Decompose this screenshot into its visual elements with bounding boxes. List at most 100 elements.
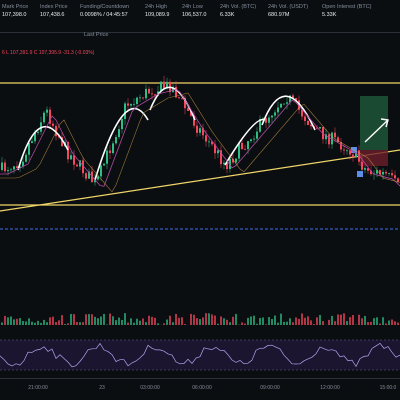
stat-label: 24h Vol. (BTC) [220,4,257,10]
candle [136,97,138,104]
volume [271,318,273,325]
candle [181,97,183,99]
volume [100,316,102,325]
candle [346,150,348,152]
candle [175,86,177,98]
candle [208,141,210,143]
candle [268,117,270,123]
candle [241,142,243,150]
volume [295,317,297,325]
candle [19,166,21,168]
volume [172,322,174,325]
candle [394,175,396,179]
volume [94,316,96,325]
candle [205,135,207,142]
volume [73,314,75,325]
price-type[interactable]: Last Price [84,32,108,38]
ohlc-readout: 6 L 107,391.9 C 107,395.9 -31.3 (-0.03%) [2,50,95,56]
candle [244,149,246,150]
volume [211,314,213,325]
candle [376,170,378,174]
volume [64,324,66,325]
volume [202,317,204,325]
candle [187,108,189,111]
volume [358,314,360,325]
volume [82,322,84,325]
volume [331,315,333,325]
candle [337,137,339,143]
candle [103,163,105,166]
candle [307,120,309,125]
marker [357,171,363,177]
candle [388,173,390,174]
candle [109,150,111,154]
candle [214,144,216,154]
volume [13,319,15,325]
candle [379,170,381,175]
stat: Funding/Countdown 0.0098% / 04:45:57 [80,4,129,18]
candle [31,141,33,143]
candle [184,97,186,109]
time-label: 21:00:00 [28,385,48,391]
candle [151,93,153,95]
candle [370,170,372,175]
volume [334,321,336,325]
candle [22,161,24,167]
candle [100,165,102,177]
volume [322,321,324,325]
candle [355,150,357,158]
rsi-band [0,340,400,370]
candle [61,137,63,147]
volume [55,321,57,325]
candle [67,142,69,160]
volume [130,318,132,325]
volume [226,319,228,325]
volume [385,323,387,325]
volume [79,322,81,325]
candle [256,131,258,139]
volume [46,322,48,325]
candle [247,141,249,150]
volume [76,322,78,325]
volume [382,317,384,325]
candle [397,178,399,182]
volume [367,322,369,325]
long-stop [360,150,388,166]
volume [259,318,261,325]
candle [139,97,141,99]
stat: 24h Vol. (USDT) 680.97M [268,4,308,18]
volume [277,322,279,325]
volume [7,317,9,325]
candle [217,150,219,154]
candle [211,141,213,145]
time-label: 15:00:0 [380,385,397,391]
volume [4,315,6,325]
time-label: 23 [99,385,105,391]
candle [361,161,363,170]
stat: Open Interest (BTC) 5.33K [322,4,372,18]
volume [364,315,366,325]
volume [388,320,390,325]
volume [394,321,396,325]
divider [0,378,400,379]
candle [352,154,354,158]
volume [19,318,21,325]
candle [280,103,282,108]
volume [124,313,126,325]
candle [340,142,342,150]
volume [40,323,42,325]
volume [112,316,114,325]
candle [76,164,78,167]
stat-label: Index Price [40,4,68,10]
ma-slow [0,92,400,193]
candle [55,125,57,137]
candle [229,158,231,170]
volume [178,317,180,325]
volume [139,320,141,325]
volume [298,318,300,325]
volume [232,316,234,325]
volume [133,322,135,325]
stat-value: 106,537.0 [182,12,207,18]
volume [52,316,54,325]
candle [331,132,333,145]
